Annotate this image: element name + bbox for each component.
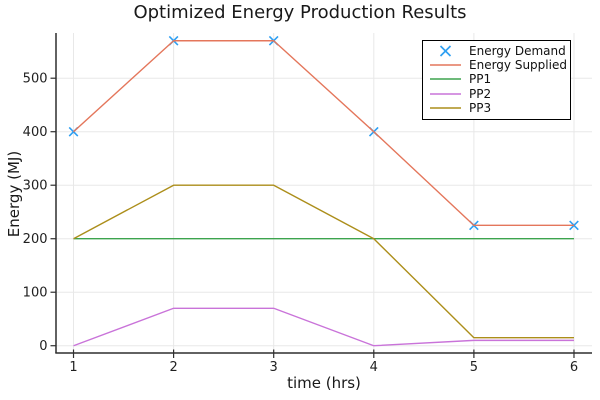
- y-axis-label: Energy (MJ): [5, 150, 23, 238]
- legend-line-icon: [430, 64, 461, 66]
- legend-x-marker-icon: [439, 45, 452, 57]
- y-tick-label: 300: [23, 179, 48, 194]
- series-line-pp2: [73, 307, 574, 347]
- y-tick-label: 200: [23, 232, 48, 247]
- y-tick-label: 500: [23, 72, 48, 87]
- legend-label: PP1: [469, 72, 492, 87]
- x-tick-label: 6: [570, 360, 578, 375]
- x-tick-label: 1: [69, 360, 77, 375]
- y-tick-label: 0: [39, 339, 47, 354]
- series-line-pp3: [73, 184, 574, 339]
- legend-box: Energy Demand Energy Supplied PP1 PP2 PP3: [422, 40, 571, 120]
- legend-entry: PP2: [429, 87, 565, 101]
- legend-entry: PP1: [429, 72, 565, 86]
- legend-entry: PP3: [429, 101, 565, 115]
- y-tick-label: 100: [23, 286, 48, 301]
- y-tick-label: 400: [23, 125, 48, 140]
- chart-title: Optimized Energy Production Results: [133, 2, 467, 23]
- legend-entry: Energy Supplied: [429, 58, 567, 73]
- legend-line-icon: [430, 78, 461, 81]
- x-tick-label: 3: [270, 360, 278, 375]
- x-axis-label: time (hrs): [287, 374, 361, 392]
- x-tick-label: 2: [169, 360, 177, 375]
- legend-line-icon: [430, 107, 461, 109]
- x-tick-label: 5: [470, 360, 478, 375]
- legend-line-icon: [430, 92, 461, 95]
- legend-label: PP3: [469, 100, 492, 115]
- series-line-energy-supplied: [73, 40, 574, 227]
- legend-label: Energy Demand: [469, 44, 566, 59]
- legend-label: PP2: [469, 86, 492, 101]
- x-tick-label: 4: [370, 360, 378, 375]
- legend-label: Energy Supplied: [469, 58, 567, 73]
- legend-entry: Energy Demand: [429, 44, 566, 59]
